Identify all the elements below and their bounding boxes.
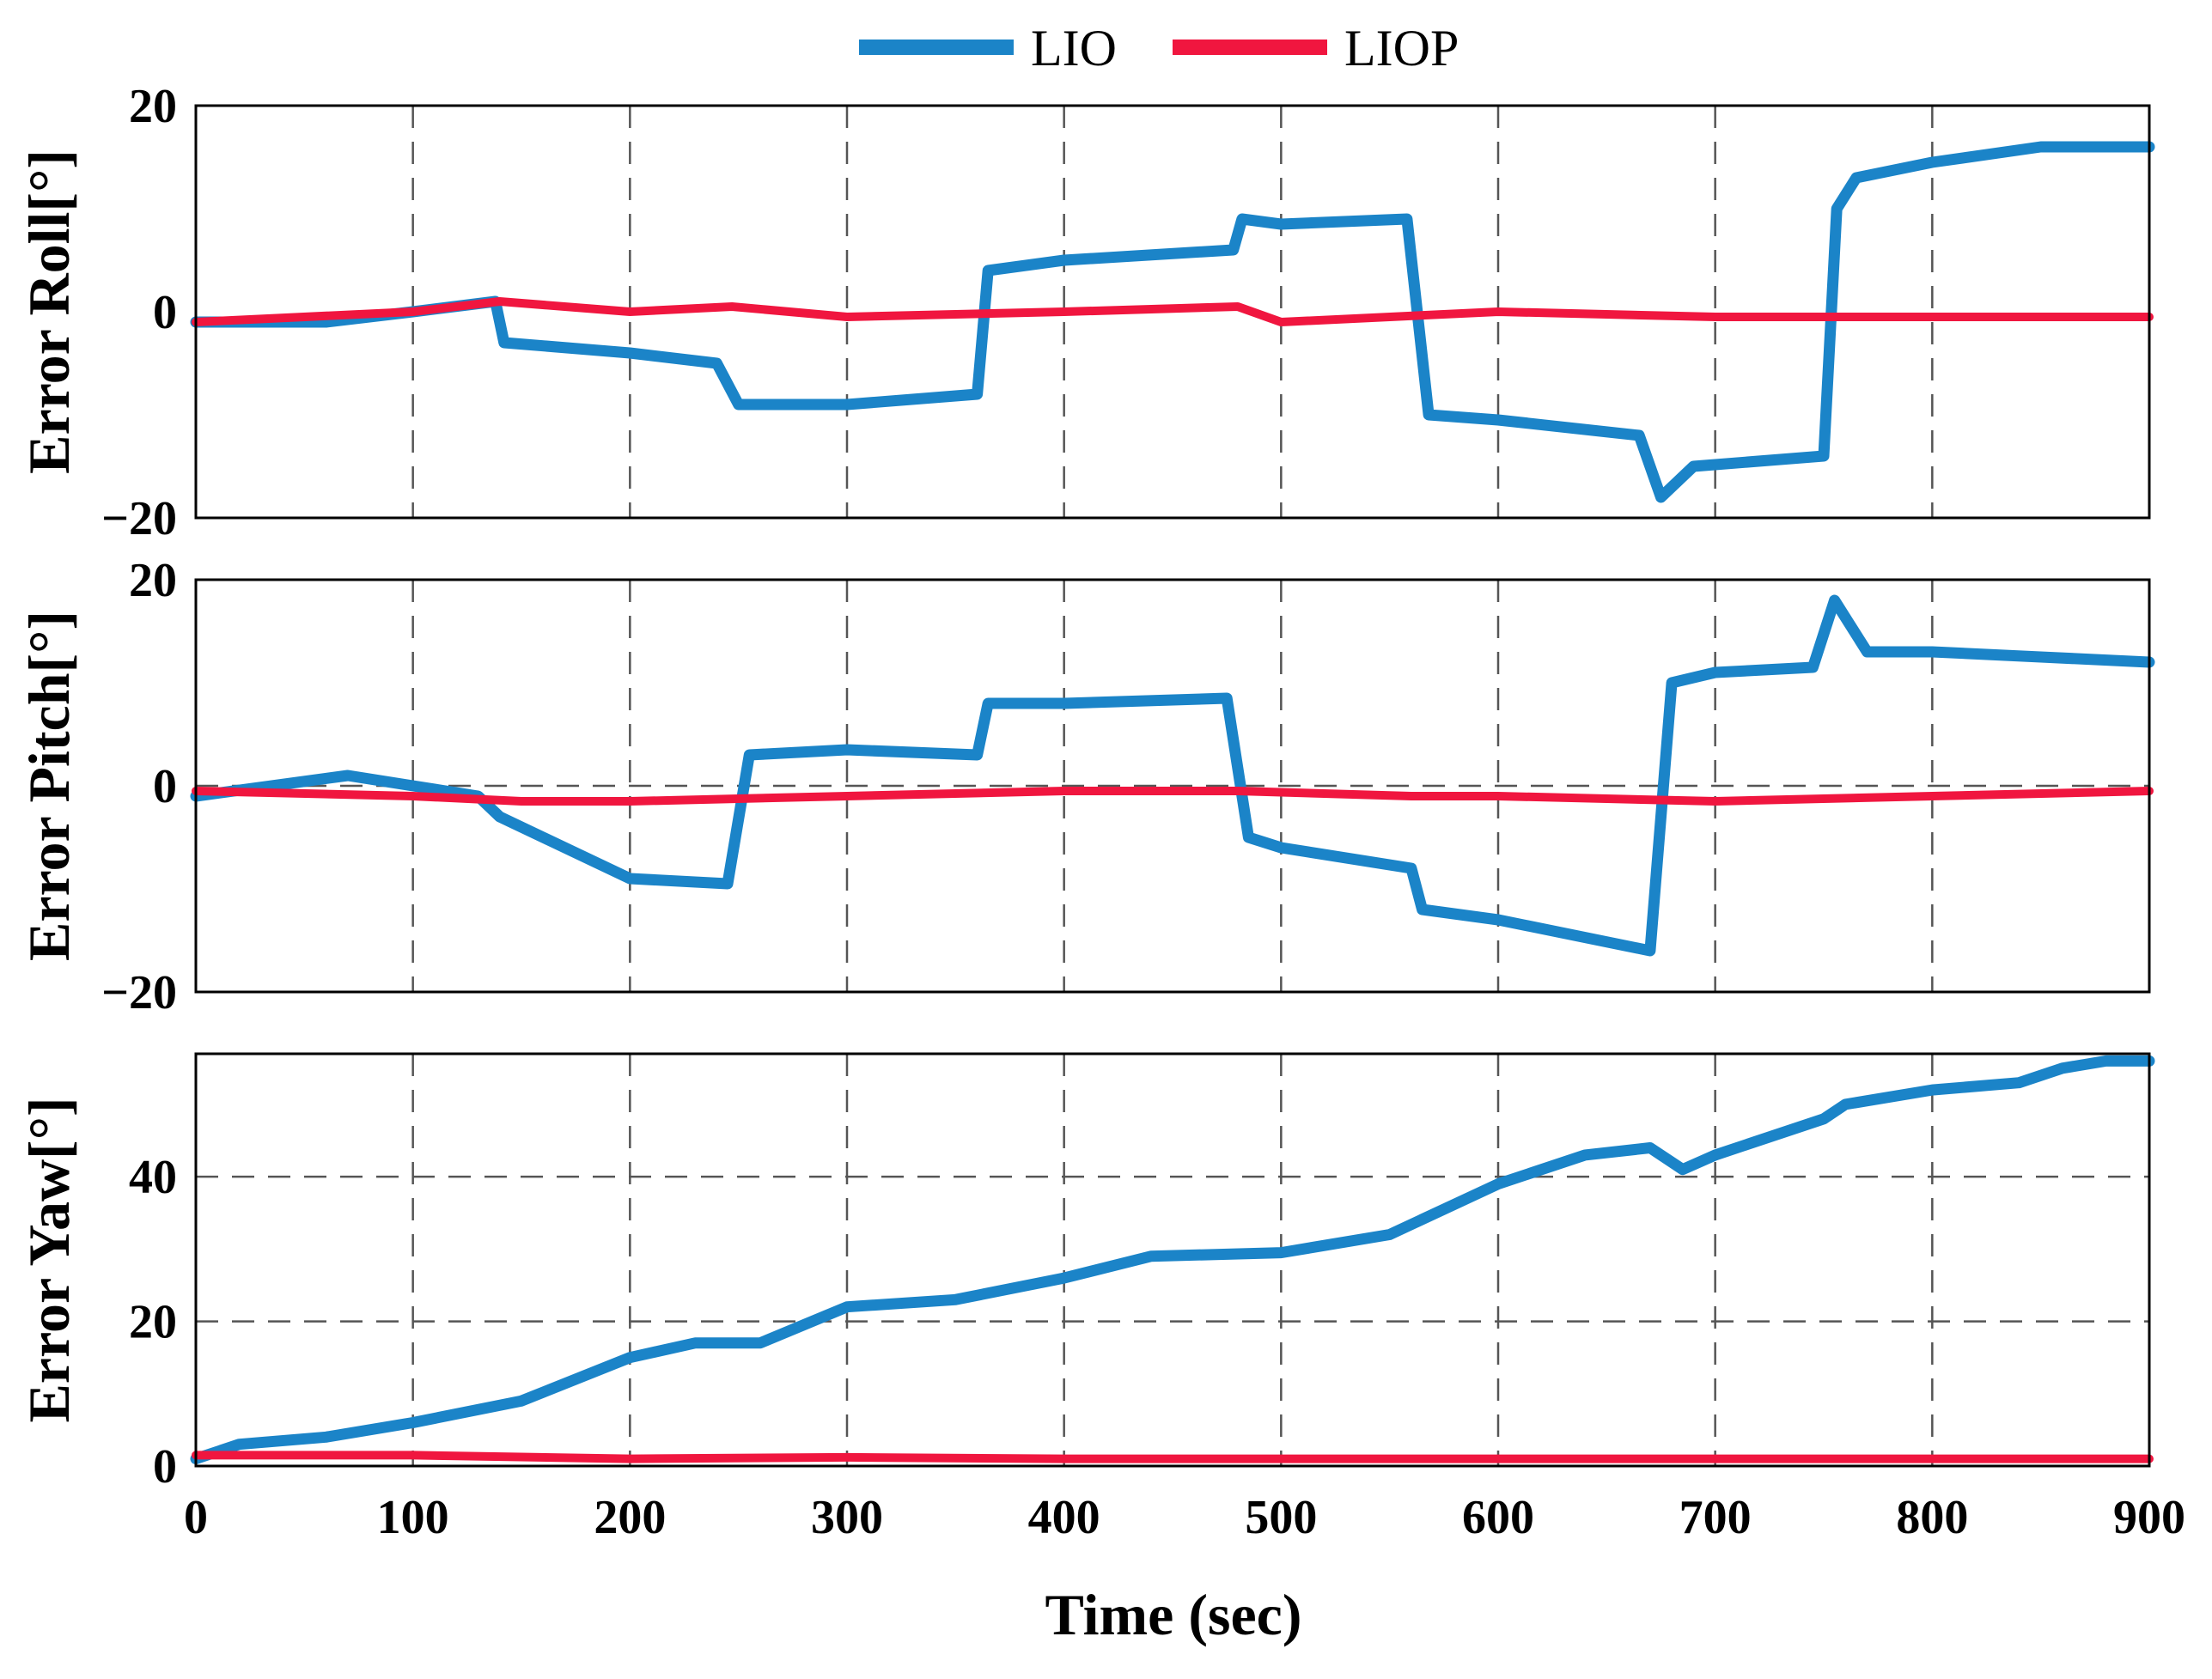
y-tick-label: 0 xyxy=(153,1440,177,1493)
y-axis-label: Error Roll[°] xyxy=(16,149,82,474)
x-tick-label: 0 xyxy=(184,1491,208,1544)
x-axis-label: Time (sec) xyxy=(1045,1582,1302,1647)
series-line-lio xyxy=(190,1055,2155,1465)
panel-1: −20 0 20 Error Roll[°] xyxy=(16,80,2155,545)
series-line-liop xyxy=(192,787,2154,806)
x-tick-label: 500 xyxy=(1245,1491,1317,1544)
y-tick-label: 40 xyxy=(129,1151,177,1204)
series-line-liop xyxy=(192,297,2154,326)
legend-label-liop: LIOP xyxy=(1344,20,1459,76)
legend: LIO LIOP xyxy=(859,20,1459,76)
y-tick-label: −20 xyxy=(101,966,177,1019)
y-tick-label: 0 xyxy=(153,760,177,813)
y-tick-label: 20 xyxy=(129,1296,177,1349)
y-tick-label: 20 xyxy=(129,80,177,133)
y-axis-label: Error Yaw[°] xyxy=(16,1097,82,1422)
x-tick-label: 600 xyxy=(1462,1491,1534,1544)
legend-label-lio: LIO xyxy=(1031,20,1117,76)
panel-2: −20 0 20 Error Pitch[°] xyxy=(16,554,2155,1019)
x-tick-label: 300 xyxy=(811,1491,883,1544)
x-tick-label: 900 xyxy=(2113,1491,2185,1544)
series-line-lio xyxy=(190,141,2155,503)
plot-frame xyxy=(194,104,2151,520)
series-line-liop xyxy=(192,1451,2154,1463)
y-tick-label: −20 xyxy=(101,492,177,545)
plot-frame xyxy=(194,1052,2151,1468)
series-line-lio xyxy=(190,594,2155,957)
x-tick-label: 200 xyxy=(594,1491,666,1544)
x-tick-label: 400 xyxy=(1028,1491,1100,1544)
chart-panels: −20 0 20 Error Roll[°] −20 0 20 Error Pitch[°] 0… xyxy=(16,80,2185,1544)
x-tick-label: 800 xyxy=(1896,1491,1968,1544)
x-tick-label: 100 xyxy=(377,1491,449,1544)
y-tick-label: 20 xyxy=(129,554,177,607)
x-tick-label: 700 xyxy=(1679,1491,1752,1544)
y-axis-label: Error Pitch[°] xyxy=(16,611,82,961)
y-tick-label: 0 xyxy=(153,286,177,339)
plot-frame xyxy=(194,578,2151,994)
